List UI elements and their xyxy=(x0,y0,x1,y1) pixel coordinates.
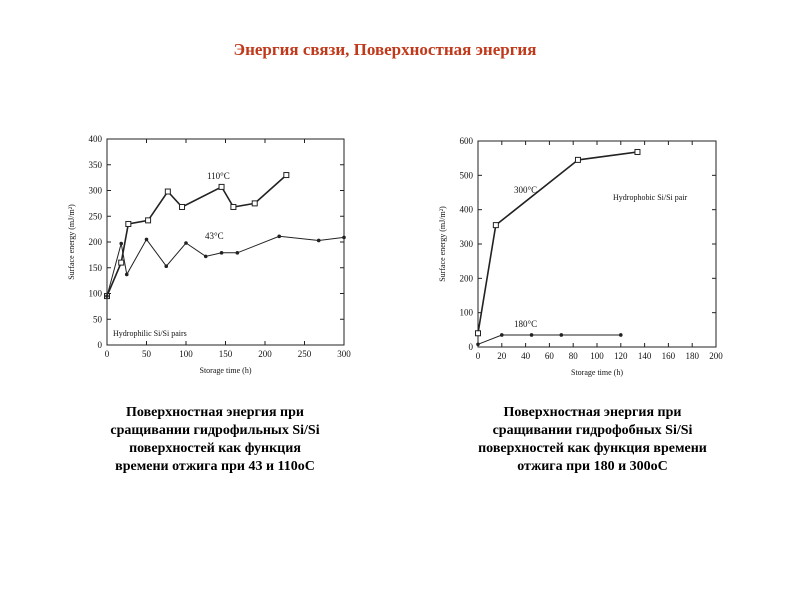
data-point xyxy=(144,237,149,242)
data-point xyxy=(529,333,534,337)
y-tick-label: 500 xyxy=(460,170,474,180)
series-label: 110°C xyxy=(207,171,230,181)
data-point xyxy=(118,259,125,266)
x-tick-label: 0 xyxy=(476,351,481,361)
x-tick-label: 200 xyxy=(258,349,272,359)
data-point xyxy=(164,188,171,195)
series-label: 300°C xyxy=(514,185,537,195)
x-tick-label: 100 xyxy=(590,351,604,361)
data-point xyxy=(559,333,564,337)
caption-left-line: поверхностей как функция xyxy=(129,441,301,456)
data-point xyxy=(119,241,124,246)
caption-left-line: сращивании гидрофильных Si/Si xyxy=(110,423,320,438)
y-tick-label: 150 xyxy=(89,263,103,273)
x-tick-label: 100 xyxy=(179,349,193,359)
caption-right-line: Поверхностная энергия при xyxy=(503,405,682,420)
data-point xyxy=(124,272,129,277)
y-tick-label: 200 xyxy=(460,273,474,283)
x-tick-label: 50 xyxy=(142,349,152,359)
data-point xyxy=(203,254,208,259)
y-tick-label: 0 xyxy=(98,340,103,350)
caption-right-line: отжига при 180 и 300oC xyxy=(517,459,668,474)
data-point xyxy=(125,220,132,227)
chart-annotation: Hydrophobic Si/Si pair xyxy=(613,193,688,202)
data-point xyxy=(184,241,188,245)
y-axis-title: Surface energy (mJ/m²) xyxy=(438,206,447,282)
data-point xyxy=(218,183,225,190)
caption-right: Поверхностная энергия при сращивании гид… xyxy=(430,404,755,476)
y-axis-title: Surface energy (mJ/m²) xyxy=(67,204,76,280)
caption-left-line: времени отжига при 43 и 110oC xyxy=(115,459,315,474)
x-tick-label: 150 xyxy=(219,349,233,359)
series-line xyxy=(477,334,621,345)
data-point xyxy=(105,294,109,298)
series-line xyxy=(477,151,638,334)
data-point xyxy=(145,217,152,224)
data-point xyxy=(476,342,480,347)
caption-right-line: сращивании гидрофобных Si/Si xyxy=(492,423,693,438)
x-tick-label: 300 xyxy=(337,349,351,359)
caption-left-line: Поверхностная энергия при xyxy=(126,405,304,420)
x-tick-label: 140 xyxy=(638,351,652,361)
plot-frame xyxy=(106,138,345,346)
x-tick-label: 200 xyxy=(709,351,723,361)
y-tick-label: 400 xyxy=(460,205,474,215)
data-point xyxy=(235,251,240,255)
series-line xyxy=(106,174,287,297)
caption-right-line: поверхностей как функция времени xyxy=(478,441,707,456)
x-tick-label: 0 xyxy=(105,349,110,359)
data-point xyxy=(179,203,186,210)
data-point xyxy=(574,156,581,163)
y-tick-label: 100 xyxy=(89,289,103,299)
caption-left: Поверхностная энергия при сращивании гид… xyxy=(60,404,370,476)
x-tick-label: 180 xyxy=(685,351,699,361)
y-tick-label: 200 xyxy=(89,237,103,247)
x-tick-label: 160 xyxy=(662,351,676,361)
data-point xyxy=(230,203,237,210)
y-tick-label: 350 xyxy=(89,160,103,170)
data-point xyxy=(277,234,282,239)
y-tick-label: 600 xyxy=(460,136,474,146)
data-point xyxy=(492,222,499,229)
y-tick-label: 100 xyxy=(460,308,474,318)
series-line xyxy=(106,235,345,297)
x-tick-label: 80 xyxy=(569,351,579,361)
x-axis-title: Storage time (h) xyxy=(200,366,252,375)
data-point xyxy=(342,235,346,240)
x-tick-label: 40 xyxy=(521,351,531,361)
series-label: 180°C xyxy=(514,319,537,329)
y-tick-label: 300 xyxy=(89,186,103,196)
series-label: 43°C xyxy=(205,231,224,241)
data-point xyxy=(475,330,481,337)
chart-hydrophobic: 0 20 40 60 80 100 120 140 160 180 200 0 100 200 300 400… xyxy=(438,136,723,377)
chart-hydrophilic: 0 50 100 150 200 250 300 0 50 100 150 200 250 300 350 4… xyxy=(67,134,351,375)
data-point xyxy=(634,148,641,155)
data-point xyxy=(500,333,504,337)
slide-title: Энергия связи, Поверхностная энергия xyxy=(233,40,537,59)
x-tick-label: 60 xyxy=(545,351,555,361)
data-point xyxy=(251,200,258,207)
y-tick-label: 250 xyxy=(89,211,103,221)
data-point xyxy=(283,172,290,179)
y-tick-label: 50 xyxy=(93,314,103,324)
data-point xyxy=(619,333,623,337)
y-tick-label: 300 xyxy=(460,239,474,249)
x-tick-label: 250 xyxy=(298,349,312,359)
x-tick-label: 20 xyxy=(497,351,507,361)
data-point xyxy=(219,251,224,255)
x-tick-label: 120 xyxy=(614,351,628,361)
x-axis-title: Storage time (h) xyxy=(571,368,623,377)
y-tick-label: 400 xyxy=(89,134,103,144)
chart-annotation: Hydrophilic Si/Si pairs xyxy=(113,329,187,338)
data-point xyxy=(164,264,169,269)
data-point xyxy=(316,238,321,243)
y-tick-label: 0 xyxy=(469,342,474,352)
plot-frame xyxy=(477,140,717,348)
